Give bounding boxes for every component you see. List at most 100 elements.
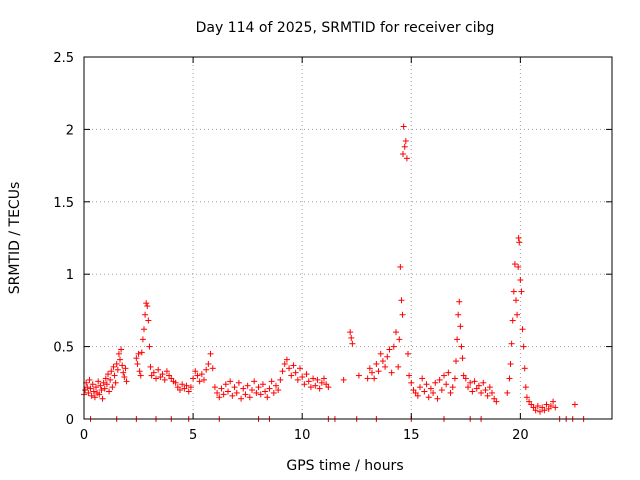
data-point	[225, 388, 231, 395]
data-point	[297, 365, 303, 372]
data-point	[419, 375, 426, 382]
data-point	[373, 360, 380, 367]
data-point	[382, 363, 389, 370]
data-point	[441, 372, 447, 379]
data-point	[507, 360, 514, 367]
data-point	[177, 387, 183, 394]
data-point	[550, 398, 557, 405]
data-point	[233, 389, 240, 396]
x-tick-label: 10	[294, 428, 311, 443]
data-point	[522, 384, 529, 391]
data-point	[395, 363, 402, 370]
data-point	[161, 376, 168, 383]
data-point	[227, 378, 234, 385]
data-point	[310, 375, 317, 382]
data-point	[238, 395, 245, 402]
data-point	[364, 375, 371, 382]
data-point	[520, 343, 527, 350]
data-point	[155, 366, 162, 373]
data-point	[244, 382, 251, 389]
data-points	[81, 123, 587, 422]
data-point	[537, 408, 543, 415]
data-point	[89, 381, 96, 388]
data-point	[517, 276, 524, 283]
x-tick-label: 20	[512, 428, 529, 443]
data-point	[515, 235, 522, 241]
data-point	[432, 379, 439, 386]
y-tick-label: 1	[66, 268, 74, 283]
data-point	[454, 336, 461, 343]
x-tick-label: 5	[189, 428, 197, 443]
axis-ticks: 0 5 10 15 20 0 0.5 1 1.5 2 2.5	[53, 51, 612, 443]
data-point	[147, 363, 154, 370]
data-point	[198, 371, 205, 378]
data-point	[462, 375, 469, 382]
data-point	[281, 360, 288, 367]
data-point	[163, 368, 170, 375]
data-point	[303, 371, 310, 378]
data-point	[511, 261, 518, 268]
data-point	[119, 362, 126, 369]
data-point	[98, 387, 105, 394]
data-point	[185, 388, 192, 395]
y-tick-label: 2	[66, 123, 74, 138]
data-point	[109, 384, 116, 391]
data-point	[292, 369, 299, 376]
data-point	[257, 391, 264, 398]
data-point	[229, 392, 236, 399]
data-point	[97, 382, 104, 389]
data-point	[414, 392, 421, 399]
data-point	[312, 382, 319, 389]
data-point	[153, 375, 159, 382]
data-point	[299, 374, 306, 381]
data-point	[235, 379, 242, 386]
data-point	[231, 384, 238, 391]
data-point	[427, 385, 434, 392]
data-point	[399, 311, 406, 318]
plot-frame	[83, 56, 613, 420]
data-point	[571, 401, 578, 408]
chart-title: Day 114 of 2025, SRMTID for receiver cib…	[196, 20, 495, 36]
data-point	[113, 360, 120, 367]
data-point	[402, 137, 409, 144]
y-tick-label: 0.5	[53, 341, 74, 356]
data-point	[513, 297, 519, 304]
data-point	[122, 365, 129, 372]
data-point	[400, 123, 407, 130]
data-point	[253, 389, 260, 396]
data-point	[423, 381, 430, 388]
data-point	[397, 263, 404, 270]
data-point	[406, 372, 413, 379]
data-point	[107, 376, 114, 383]
data-point	[349, 340, 356, 347]
data-point	[399, 151, 406, 158]
data-point	[447, 389, 454, 396]
data-point	[277, 376, 284, 383]
data-point	[268, 378, 275, 385]
data-point	[509, 317, 516, 324]
data-point	[453, 358, 459, 365]
data-point	[270, 389, 277, 396]
data-point	[194, 372, 201, 379]
data-point	[375, 368, 382, 375]
data-point	[283, 356, 290, 363]
data-point	[259, 381, 266, 388]
data-point	[87, 385, 94, 392]
data-point	[366, 365, 373, 372]
data-point	[179, 381, 186, 388]
data-point	[377, 350, 384, 357]
data-point	[242, 391, 249, 398]
y-tick-label: 2.5	[53, 51, 74, 66]
data-point	[384, 353, 391, 360]
data-point	[218, 385, 225, 392]
data-point	[220, 391, 227, 398]
data-point	[318, 379, 325, 386]
data-point	[475, 382, 482, 389]
data-point	[93, 384, 99, 391]
data-point	[301, 381, 308, 388]
data-point	[145, 317, 152, 324]
data-point	[449, 384, 456, 391]
data-point	[136, 368, 143, 375]
data-point	[192, 368, 199, 375]
